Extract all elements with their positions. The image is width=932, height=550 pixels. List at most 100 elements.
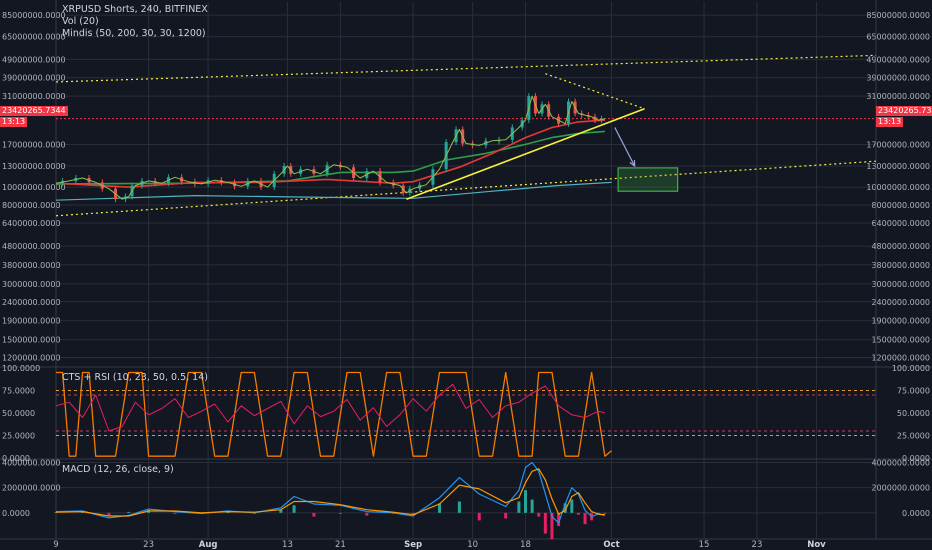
macd-histogram-bar	[563, 503, 567, 513]
y-tick-label-right: 1200000.0000	[871, 354, 930, 363]
macd-line	[55, 461, 606, 524]
y-tick-label-right: 65000000.0000	[866, 33, 930, 42]
y-tick-label-left: 1900000.0000	[2, 317, 61, 326]
y-tick-label-left: 65000000.0000	[2, 33, 66, 42]
macd-histogram-bar	[279, 510, 283, 513]
y-tick-label-right: 85000000.0000	[866, 11, 930, 20]
macd-tick-label-left: 0.0000	[2, 509, 30, 518]
rsi-tick-label-right: 100.0000	[892, 364, 930, 373]
y-tick-label-left: 10000000.0000	[2, 183, 66, 192]
macd-histogram-bar	[596, 512, 600, 514]
y-tick-label-left: 49000000.0000	[2, 55, 66, 64]
y-tick-label-right: 1500000.0000	[871, 336, 930, 345]
y-tick-label-right: 4800000.0000	[871, 242, 930, 251]
macd-legend: MACD (12, 26, close, 9)	[62, 464, 174, 476]
rising-solid-trendline	[406, 108, 645, 200]
macd-histogram-bar	[338, 512, 342, 514]
y-tick-label-left: 13000000.0000	[2, 162, 66, 171]
volume-indicator-label[interactable]: Vol (20)	[62, 16, 99, 27]
y-tick-label-right: 1900000.0000	[871, 317, 930, 326]
y-tick-label-right: 6400000.0000	[871, 219, 930, 228]
macd-histogram-bar	[530, 499, 534, 513]
x-tick-label: Oct	[603, 540, 619, 550]
current-price-tag-right: 23420265.7344	[876, 106, 932, 116]
cts-line	[56, 371, 612, 457]
macd-histogram-bar	[457, 501, 461, 513]
rsi-tick-label-left: 100.0000	[2, 364, 40, 373]
macd-histogram-bar	[570, 499, 574, 513]
long-ma-line	[55, 181, 612, 201]
macd-histogram-bar	[173, 512, 177, 514]
x-tick-label: 18	[520, 540, 531, 550]
mindis-indicator-label[interactable]: Mindis (50, 200, 30, 30, 1200)	[62, 28, 206, 39]
macd-histogram-bar	[543, 512, 547, 534]
y-tick-label-right: 8000000.0000	[871, 201, 930, 210]
macd-histogram-bar	[411, 512, 415, 515]
rsi-tick-label-right: 25.0000	[897, 432, 930, 441]
macd-indicator-label[interactable]: MACD (12, 26, close, 9)	[62, 464, 174, 475]
macd-histogram-bar	[54, 511, 58, 513]
price-line	[55, 95, 605, 200]
y-tick-label-left: 2400000.0000	[2, 298, 61, 307]
rsi-line	[55, 383, 606, 432]
y-tick-label-left: 4800000.0000	[2, 242, 61, 251]
macd-tick-label-left: 2000000.0000	[2, 484, 61, 493]
macd-histogram-bar	[127, 511, 131, 513]
countdown-tag-left: 13:13	[0, 117, 28, 127]
macd-histogram-bar	[504, 512, 508, 519]
x-tick-label: 15	[699, 540, 710, 550]
macd-histogram-bar	[524, 490, 528, 513]
macd-histogram-bar	[226, 511, 230, 513]
y-tick-label-right: 10000000.0000	[866, 183, 930, 192]
x-tick-label: 9	[53, 540, 58, 550]
rsi-tick-label-right: 75.0000	[897, 387, 930, 396]
x-tick-label: 13	[282, 540, 293, 550]
macd-tick-label-left: 4000000.0000	[2, 459, 61, 468]
upper-dotted-trendline	[55, 54, 877, 83]
y-tick-label-left: 39000000.0000	[2, 74, 66, 83]
y-tick-label-right: 13000000.0000	[866, 162, 930, 171]
projection-arrow-shaft	[614, 127, 636, 167]
y-tick-label-left: 8000000.0000	[2, 201, 61, 210]
macd-histogram-bar	[365, 512, 369, 516]
target-box	[617, 167, 679, 192]
macd-histogram-bar	[517, 501, 521, 513]
macd-histogram-bar	[312, 512, 316, 517]
macd-histogram-bar	[438, 503, 442, 513]
y-tick-label-right: 3000000.0000	[871, 280, 930, 289]
symbol-title[interactable]: XRPUSD Shorts, 240, BITFINEX	[62, 4, 208, 15]
macd-tick-label-right: 4000000.0000	[871, 459, 930, 468]
y-tick-label-right: 2400000.0000	[871, 298, 930, 307]
y-tick-label-right: 17000000.0000	[866, 140, 930, 149]
x-tick-label: 21	[335, 540, 346, 550]
lower-dotted-trendline	[55, 160, 877, 217]
projection-arrow-head	[629, 159, 636, 168]
macd-histogram-bar	[537, 512, 541, 517]
y-tick-label-right: 49000000.0000	[866, 55, 930, 64]
y-tick-label-left: 1500000.0000	[2, 336, 61, 345]
macd-histogram-bar	[576, 512, 580, 515]
rsi-tick-label-right: 50.0000	[897, 409, 930, 418]
macd-tick-label-right: 2000000.0000	[871, 484, 930, 493]
y-tick-label-left: 3000000.0000	[2, 280, 61, 289]
y-tick-label-left: 17000000.0000	[2, 140, 66, 149]
x-tick-label: Sep	[404, 540, 422, 550]
rsi-indicator-label[interactable]: CTS + RSI (10, 23, 50, 0.5, 14)	[62, 372, 208, 383]
rsi-tick-label-left: 25.0000	[2, 432, 35, 441]
macd-histogram-bar	[477, 512, 481, 521]
y-tick-label-right: 3800000.0000	[871, 261, 930, 270]
rsi-tick-label-left: 0.0000	[2, 454, 30, 463]
y-tick-label-left: 85000000.0000	[2, 11, 66, 20]
macd-histogram-bar	[603, 512, 607, 514]
x-tick-label: 23	[752, 540, 763, 550]
y-tick-label-right: 31000000.0000	[866, 92, 930, 101]
x-tick-label: 10	[467, 540, 478, 550]
y-tick-label-left: 1200000.0000	[2, 354, 61, 363]
rsi-tick-label-left: 50.0000	[2, 409, 35, 418]
countdown-tag-right: 13:13	[876, 117, 904, 127]
rsi-legend: CTS + RSI (10, 23, 50, 0.5, 14)	[62, 372, 208, 384]
y-tick-label-left: 3800000.0000	[2, 261, 61, 270]
x-tick-label: Aug	[199, 540, 218, 550]
